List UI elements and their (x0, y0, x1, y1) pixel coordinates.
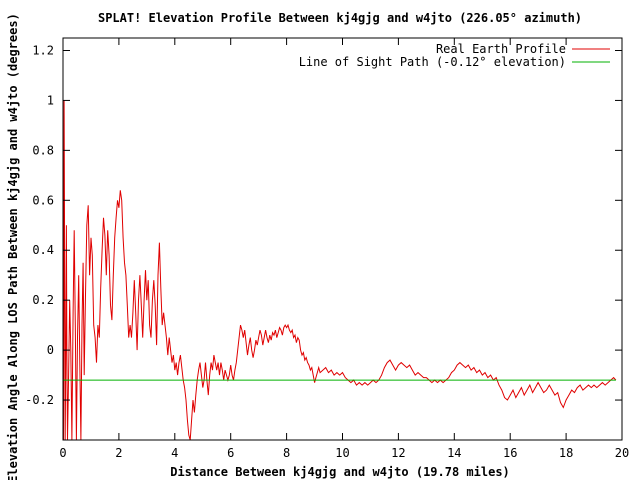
x-tick-label: 18 (559, 446, 573, 460)
series-line-0 (63, 100, 617, 440)
series-layer (63, 100, 617, 440)
x-tick-label: 6 (227, 446, 234, 460)
legend-label-real-earth-profile: Real Earth Profile (436, 42, 566, 56)
legend-label-line-of-sight: Line of Sight Path (-0.12° elevation) (299, 55, 566, 69)
y-tick-label: 0 (47, 343, 54, 357)
x-tick-label: 16 (503, 446, 517, 460)
y-axis: -0.2 0 0.2 0.4 0.6 0.8 1 1.2 (25, 43, 622, 407)
x-tick-label: 10 (335, 446, 349, 460)
y-tick-label: 0.2 (32, 293, 54, 307)
y-tick-label: -0.2 (25, 393, 54, 407)
chart-title: SPLAT! Elevation Profile Between kj4gjg … (98, 11, 582, 25)
x-tick-label: 14 (447, 446, 461, 460)
x-tick-label: 20 (615, 446, 629, 460)
y-tick-label: 1.2 (32, 43, 54, 57)
x-tick-label: 12 (391, 446, 405, 460)
y-tick-label: 1 (47, 93, 54, 107)
x-tick-label: 2 (115, 446, 122, 460)
y-tick-label: 0.4 (32, 243, 54, 257)
x-axis: 0 2 4 6 8 10 12 14 16 18 20 (59, 38, 629, 460)
x-tick-label: 0 (59, 446, 66, 460)
x-axis-label: Distance Between kj4gjg and w4jto (19.78… (170, 465, 510, 479)
y-axis-label: Elevation Angle Along LOS Path Between k… (6, 13, 20, 480)
legend: Real Earth Profile Line of Sight Path (-… (299, 42, 610, 69)
x-tick-label: 8 (283, 446, 290, 460)
y-tick-label: 0.8 (32, 143, 54, 157)
y-tick-label: 0.6 (32, 193, 54, 207)
x-tick-label: 4 (171, 446, 178, 460)
